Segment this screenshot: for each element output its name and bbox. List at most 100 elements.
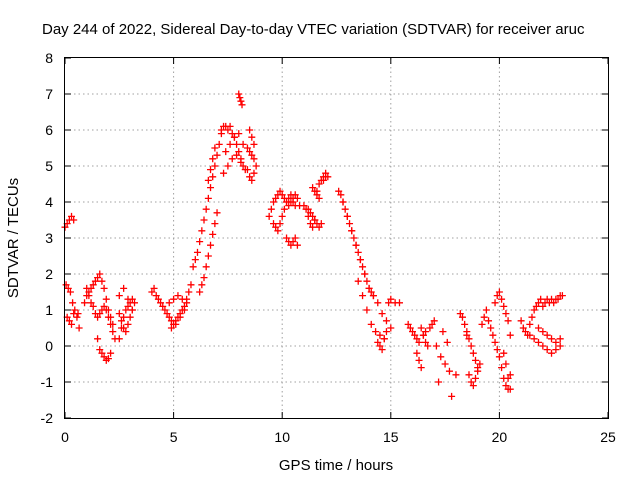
data-point: [374, 299, 382, 307]
x-tick-label: 0: [61, 429, 69, 445]
data-point: [236, 94, 244, 102]
data-point: [71, 306, 79, 314]
data-point: [235, 130, 243, 138]
data-point: [104, 313, 112, 321]
data-point: [387, 324, 395, 332]
data-point: [120, 324, 128, 332]
data-point: [415, 338, 423, 346]
data-point: [283, 234, 291, 242]
data-point: [387, 295, 395, 303]
data-point: [539, 302, 547, 310]
data-point: [556, 342, 564, 350]
data-point: [526, 331, 534, 339]
data-point: [250, 140, 258, 148]
data-point: [200, 274, 208, 282]
data-point: [530, 335, 538, 343]
data-point: [472, 356, 480, 364]
data-point: [335, 187, 343, 195]
data-point: [159, 302, 167, 310]
data-point: [439, 328, 447, 336]
data-point: [211, 162, 219, 170]
data-point: [200, 216, 208, 224]
data-point: [539, 328, 547, 336]
data-point: [502, 360, 510, 368]
data-point: [68, 320, 76, 328]
data-point: [83, 284, 91, 292]
data-point: [461, 320, 469, 328]
data-point: [465, 335, 473, 343]
data-point: [458, 313, 466, 321]
data-point: [534, 338, 542, 346]
data-point: [217, 126, 225, 134]
data-point: [382, 328, 390, 336]
y-tick-label: 8: [45, 50, 53, 66]
data-point: [495, 288, 503, 296]
y-tick-label: 6: [45, 122, 53, 138]
data-point: [363, 277, 371, 285]
y-tick-label: 0: [45, 338, 53, 354]
data-point: [315, 180, 323, 188]
data-point: [467, 378, 475, 386]
data-point: [441, 360, 449, 368]
data-point: [502, 382, 510, 390]
data-point: [528, 313, 536, 321]
data-point: [270, 198, 278, 206]
data-point: [267, 205, 275, 213]
data-point: [293, 241, 301, 249]
data-point: [278, 212, 286, 220]
data-point: [202, 205, 210, 213]
data-point: [376, 342, 384, 350]
data-point: [287, 191, 295, 199]
data-point: [413, 349, 421, 357]
data-point: [493, 346, 501, 354]
data-point: [174, 292, 182, 300]
data-point: [69, 299, 77, 307]
data-point: [548, 349, 556, 357]
data-point: [363, 306, 371, 314]
data-point: [250, 155, 258, 163]
data-point: [352, 241, 360, 249]
data-point: [526, 320, 534, 328]
data-point: [87, 299, 95, 307]
data-point: [343, 212, 351, 220]
y-tick-label: 5: [45, 158, 53, 174]
data-point: [491, 338, 499, 346]
data-point: [498, 295, 506, 303]
data-point: [252, 162, 260, 170]
data-point: [469, 349, 477, 357]
data-point: [193, 248, 201, 256]
data-point: [432, 342, 440, 350]
data-point: [448, 392, 456, 400]
data-point: [365, 284, 373, 292]
data-point: [104, 355, 112, 363]
data-point: [300, 202, 308, 210]
data-point: [378, 310, 386, 318]
data-point: [348, 227, 356, 235]
data-point: [209, 230, 217, 238]
data-point: [417, 364, 425, 372]
data-point: [428, 320, 436, 328]
data-point: [339, 198, 347, 206]
data-point: [317, 220, 325, 228]
data-point: [148, 288, 156, 296]
data-point: [500, 302, 508, 310]
data-point: [415, 356, 423, 364]
data-point: [469, 382, 477, 390]
data-point: [445, 367, 453, 375]
data-point: [100, 284, 108, 292]
data-point: [65, 317, 73, 325]
data-point: [62, 281, 70, 289]
data-point: [239, 140, 247, 148]
data-point: [539, 342, 547, 350]
data-point: [337, 191, 345, 199]
data-point: [341, 205, 349, 213]
data-point: [465, 371, 473, 379]
data-point: [246, 126, 254, 134]
data-point: [556, 335, 564, 343]
data-point: [265, 212, 273, 220]
data-point: [211, 220, 219, 228]
data-point: [558, 292, 566, 300]
data-point: [480, 313, 488, 321]
data-point: [165, 313, 173, 321]
data-point: [233, 151, 241, 159]
